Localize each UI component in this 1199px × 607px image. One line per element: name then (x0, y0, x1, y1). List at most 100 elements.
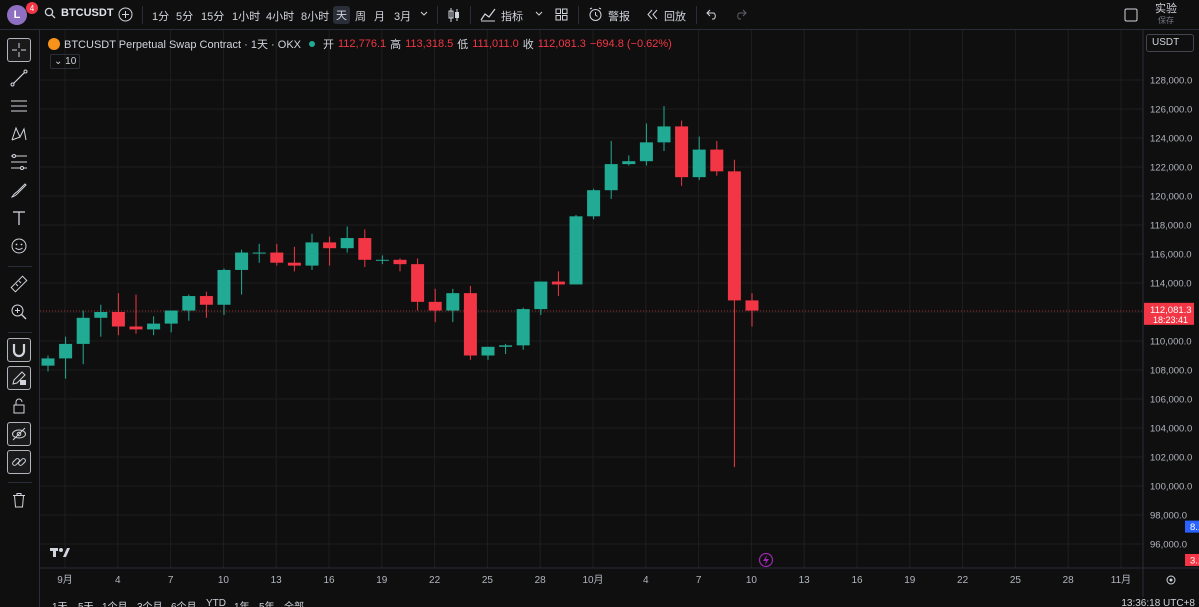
range-6m[interactable]: 6个月 (171, 598, 197, 607)
candle-body (604, 164, 618, 191)
redo-icon[interactable] (734, 8, 747, 20)
indicators-icon[interactable] (480, 7, 496, 22)
chevron-down-icon[interactable] (535, 11, 543, 17)
volume-red-tag: 3.14B (1185, 553, 1199, 566)
trend-line-tool[interactable] (7, 66, 31, 90)
lock-drawings-toggle[interactable] (7, 394, 31, 418)
volume-red-tag-value: 3.14B (1190, 555, 1199, 566)
candle (147, 316, 161, 336)
candle-body (199, 296, 213, 305)
candle-body (516, 309, 530, 346)
range-all[interactable]: 全部 (284, 598, 304, 607)
candle (182, 294, 196, 321)
candle (340, 226, 354, 253)
range-3m[interactable]: 3个月 (137, 598, 163, 607)
user-avatar[interactable]: L (7, 5, 27, 25)
compare-symbol-plus-icon[interactable] (118, 7, 133, 22)
interval-1d[interactable]: 天 (333, 6, 350, 24)
event-marker-lightning-icon[interactable] (758, 552, 774, 568)
utc-clock[interactable]: 13:36:18 UTC+8 (1121, 598, 1195, 607)
sync-drawings-toggle[interactable] (7, 450, 31, 474)
interval-1h[interactable]: 1小时 (232, 11, 261, 23)
candle (604, 140, 618, 199)
range-1m[interactable]: 1个月 (102, 598, 128, 607)
crosshair-tool[interactable] (7, 38, 31, 62)
volume-blue-tag-bg (1185, 520, 1199, 533)
range-5d[interactable]: 5天 (78, 598, 94, 607)
alerts-button[interactable]: 警报 (608, 11, 630, 23)
range-1d[interactable]: 1天 (52, 598, 68, 607)
price-chart[interactable]: 128,000.0 126,000.0 124,000.0 122,000.0 120,… (40, 30, 1199, 597)
candle (411, 258, 425, 311)
pattern-tool[interactable] (7, 122, 31, 146)
interval-1month[interactable]: 月 (374, 11, 385, 23)
price-tick-label: 126,000.0 (1150, 105, 1192, 116)
currency-select[interactable]: USDT (1146, 34, 1194, 52)
brush-tool[interactable] (7, 178, 31, 202)
legend-title[interactable]: BTCUSDT Perpetual Swap Contract · 1天 · O… (64, 39, 301, 51)
interval-1m[interactable]: 1分 (152, 11, 170, 23)
volume-red-tag-bg (1185, 553, 1199, 566)
time-tick-label: 9月 (57, 574, 73, 586)
measure-tool[interactable] (7, 272, 31, 296)
fib-tool[interactable] (7, 150, 31, 174)
time-tick-label: 4 (643, 575, 649, 586)
price-tick-label: 116,000.0 (1150, 250, 1192, 261)
price-tick-label: 104,000.0 (1150, 424, 1192, 435)
toolbar-divider (8, 482, 32, 483)
remove-drawings-button[interactable] (7, 488, 31, 512)
legend-open-value: 112,776.1 (338, 38, 387, 50)
zoom-tool[interactable] (7, 300, 31, 324)
indicators-button[interactable]: 指标 (501, 11, 523, 23)
interval-3month[interactable]: 3月 (394, 11, 412, 23)
candles-chart-type-icon[interactable] (447, 7, 461, 23)
alert-clock-icon[interactable] (588, 7, 603, 22)
chevron-down-icon[interactable] (420, 11, 428, 17)
parallel-channel-tool[interactable] (7, 94, 31, 118)
series-legend: BTCUSDT Perpetual Swap Contract · 1天 · O… (48, 36, 672, 52)
interval-8h[interactable]: 8小时 (301, 11, 330, 23)
time-tick-label: 7 (696, 575, 702, 586)
hide-drawings-toggle[interactable] (7, 422, 31, 446)
undo-icon[interactable] (706, 8, 719, 20)
candle (551, 271, 565, 297)
interval-1w[interactable]: 周 (355, 11, 366, 23)
layout-grid-icon[interactable] (555, 8, 568, 21)
range-ytd[interactable]: YTD (206, 598, 226, 607)
interval-5m[interactable]: 5分 (176, 11, 194, 23)
time-tick-label: 13 (271, 575, 283, 586)
tradingview-logo[interactable] (50, 548, 70, 557)
interval-4h[interactable]: 4小时 (266, 11, 295, 23)
volume-indicator-chip[interactable]: ⌄ 10 (50, 54, 81, 69)
search-icon (44, 7, 56, 19)
top-toolbar: L 4 BTCUSDT 1分 5分 15分 1小时 4小时 8小时 天 周 月 … (0, 0, 1199, 30)
toolbar-separator (142, 6, 143, 24)
candle-body (287, 262, 301, 266)
keep-drawing-toggle[interactable] (7, 366, 31, 390)
range-1y[interactable]: 1年 (234, 598, 250, 607)
candle (481, 346, 495, 360)
countdown-tag-value: 18:23:41 (1153, 315, 1188, 325)
price-tick-label: 108,000.0 (1150, 366, 1192, 377)
toolbar-separator (470, 6, 471, 24)
interval-15m[interactable]: 15分 (201, 11, 225, 23)
fullscreen-square-icon[interactable] (1124, 8, 1138, 22)
legend-high-label: 高 (390, 39, 402, 51)
time-tick-label: 28 (535, 575, 547, 586)
trend-line-icon (10, 69, 28, 87)
zoom-in-icon (11, 304, 27, 320)
replay-button[interactable]: 回放 (664, 11, 686, 23)
text-tool[interactable] (7, 206, 31, 230)
candle-body (481, 346, 495, 356)
magnet-icon (12, 344, 26, 358)
candle (446, 288, 460, 323)
emoji-tool[interactable] (7, 234, 31, 258)
ruler-icon (10, 275, 28, 293)
save-label[interactable]: 保存 (1158, 16, 1174, 25)
magnet-mode-toggle[interactable] (7, 338, 31, 362)
range-5y[interactable]: 5年 (259, 598, 275, 607)
experiment-layout-button[interactable]: 实验 保存 (1155, 4, 1177, 26)
gear-icon[interactable] (1166, 575, 1176, 585)
symbol-search-button[interactable]: BTCUSDT (44, 7, 114, 19)
replay-icon[interactable] (646, 9, 659, 20)
